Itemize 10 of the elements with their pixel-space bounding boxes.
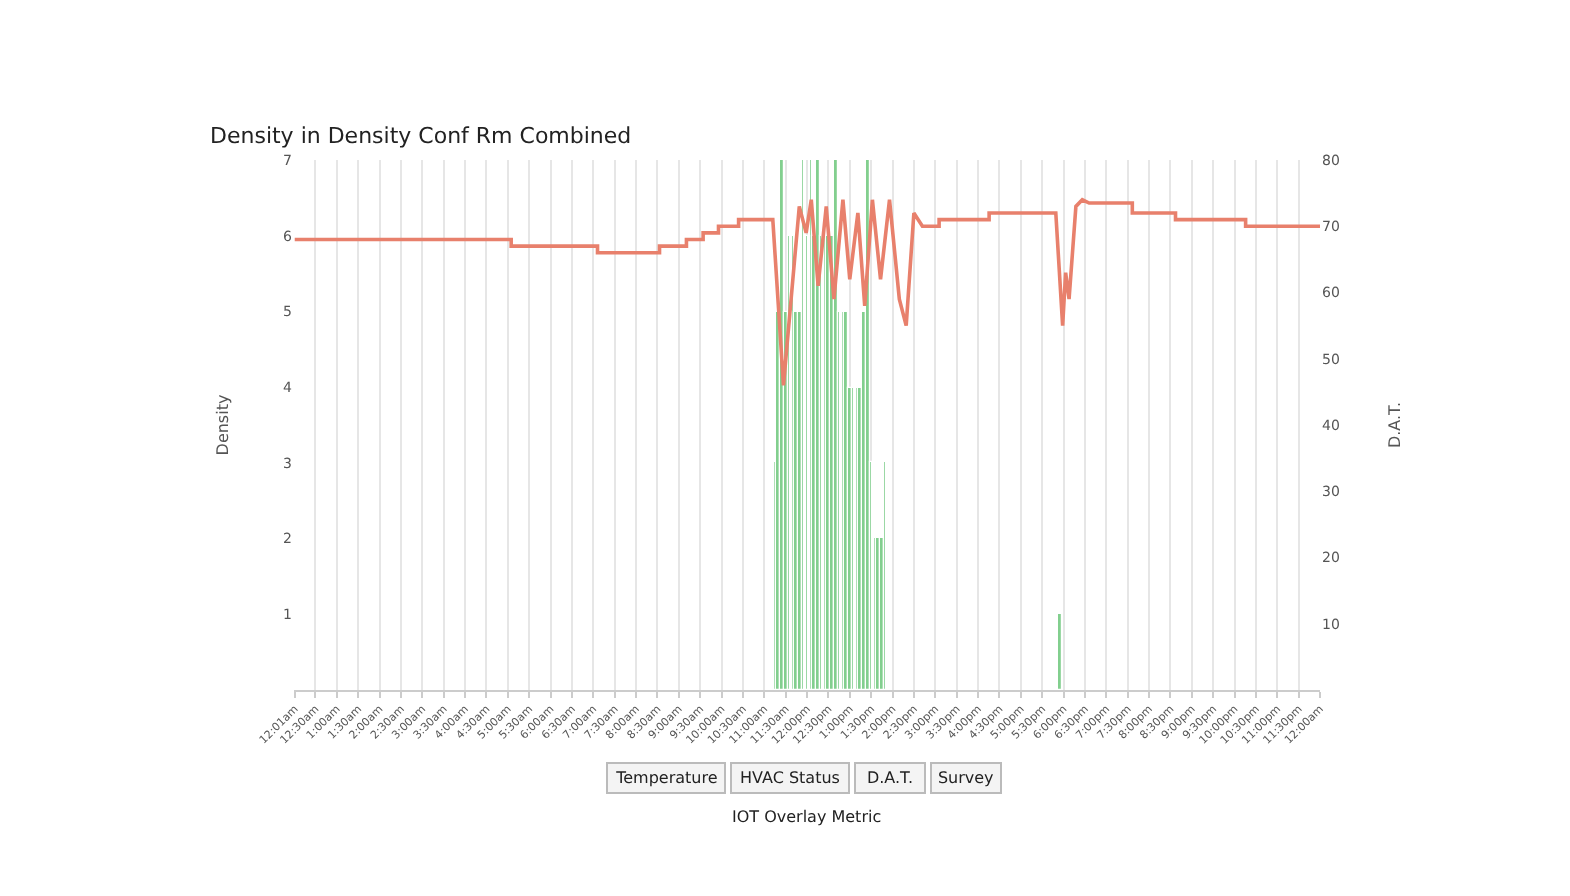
line-series bbox=[294, 197, 1320, 388]
y2-axis-title: D.A.T. bbox=[1386, 401, 1405, 449]
text: Temperature bbox=[614, 769, 718, 787]
y-axis-title: Density bbox=[214, 394, 233, 456]
text: HVAC Status bbox=[740, 769, 840, 787]
text: IOT Overlay Metric bbox=[732, 808, 882, 826]
text: D.A.T. bbox=[866, 769, 914, 787]
bar bbox=[1056, 612, 1062, 690]
text: Survey bbox=[937, 769, 995, 787]
chart-title: Density in Density Conf Rm Combined bbox=[210, 123, 632, 150]
